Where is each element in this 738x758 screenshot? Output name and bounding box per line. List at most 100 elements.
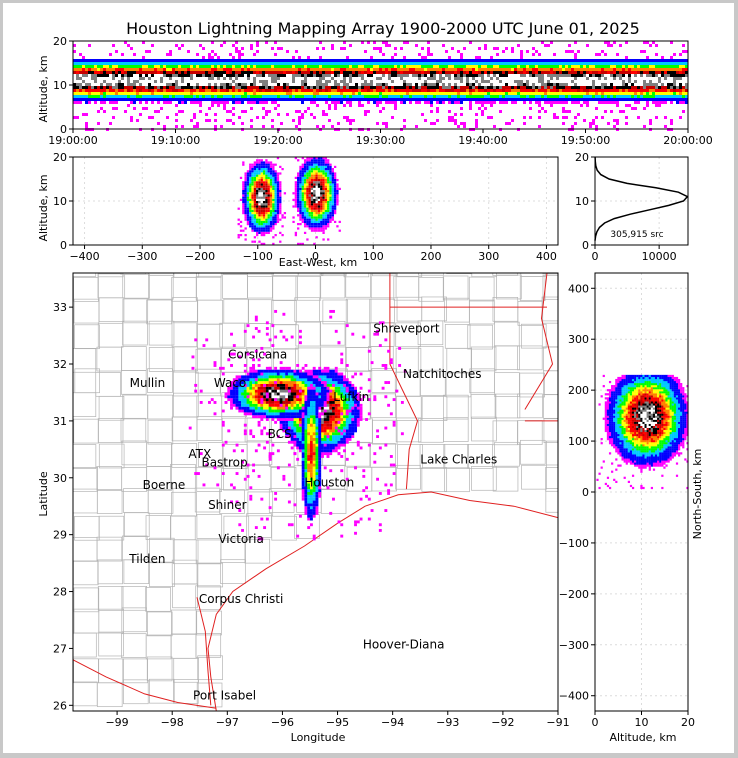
time-height-cell <box>187 62 190 65</box>
ew-cell <box>306 216 309 219</box>
time-height-cell <box>472 74 475 77</box>
time-height-cell <box>232 98 235 101</box>
time-height-cell <box>487 86 490 89</box>
ew-cell <box>267 225 270 228</box>
time-height-cell <box>163 125 166 128</box>
ew-cell <box>331 192 334 195</box>
time-height-cell <box>223 71 226 74</box>
ew-cell <box>249 220 252 223</box>
county-cell <box>421 296 447 322</box>
ew-cell <box>303 179 307 182</box>
ew-cell <box>301 216 304 219</box>
time-height-cell <box>139 65 142 68</box>
time-height-cell <box>427 80 430 83</box>
time-height-cell <box>238 74 241 77</box>
time-height-cell <box>241 92 244 95</box>
time-height-cell <box>253 62 256 65</box>
county-cell <box>122 535 148 561</box>
ew-cell <box>322 223 325 226</box>
ew-cell <box>310 207 314 210</box>
time-height-cell <box>175 44 178 47</box>
ew-cell <box>303 163 307 166</box>
time-height-cell <box>229 86 232 89</box>
time-height-cell <box>397 80 400 83</box>
time-height-cell <box>142 92 145 95</box>
time-height-cell <box>337 77 340 80</box>
time-height-cell <box>283 59 286 62</box>
time-height-cell <box>103 89 106 92</box>
time-height-cell <box>220 89 223 92</box>
time-height-cell <box>100 80 103 83</box>
time-height-cell <box>259 80 262 83</box>
time-height-cell <box>217 65 220 68</box>
ew-cell <box>272 187 275 190</box>
time-height-cell <box>316 89 319 92</box>
county-cell <box>370 273 397 299</box>
time-height-cell <box>136 68 139 71</box>
time-height-cell <box>607 77 610 80</box>
ew-cell <box>306 196 309 199</box>
time-height-cell <box>292 65 295 68</box>
ew-cell <box>327 183 330 186</box>
time-height-cell <box>241 86 244 89</box>
county-cell <box>297 273 324 276</box>
time-height-cell <box>481 98 484 101</box>
time-height-cell <box>145 98 148 101</box>
time-height-cell <box>592 119 595 122</box>
ew-cell <box>308 165 311 168</box>
ew-cell <box>281 216 284 219</box>
ew-cell <box>251 216 254 219</box>
time-height-cell <box>277 80 280 83</box>
time-height-cell <box>451 86 454 89</box>
ew-cell <box>308 218 311 221</box>
time-height-cell <box>268 59 271 62</box>
ew-cell <box>310 157 314 160</box>
time-height-cell <box>382 122 385 125</box>
time-height-cell <box>106 86 109 89</box>
ew-cell <box>262 231 266 234</box>
time-height-cell <box>646 77 649 80</box>
time-height-cell <box>658 71 661 74</box>
time-height-cell <box>628 65 631 68</box>
time-height-cell <box>193 71 196 74</box>
time-height-cell <box>679 74 682 77</box>
time-height-cell <box>676 68 679 71</box>
time-height-cell <box>199 101 202 104</box>
time-height-cell <box>370 83 373 86</box>
ew-cell <box>265 187 268 190</box>
ew-cell <box>272 176 275 179</box>
time-height-cell <box>670 86 673 89</box>
time-height-cell <box>448 77 451 80</box>
ew-cell <box>265 161 268 164</box>
time-height-cell <box>628 62 631 65</box>
time-height-cell <box>298 65 301 68</box>
ew-cell <box>327 216 330 219</box>
time-height-cell <box>553 89 556 92</box>
ew-cell <box>336 190 339 193</box>
time-height-cell <box>481 89 484 92</box>
time-height-cell <box>145 59 148 62</box>
time-height-cell <box>550 68 553 71</box>
time-height-cell <box>448 62 451 65</box>
time-height-cell <box>121 62 124 65</box>
time-height-cell <box>415 44 418 47</box>
time-height-cell <box>289 68 292 71</box>
time-height-cell <box>574 83 577 86</box>
time-height-cell <box>403 59 406 62</box>
time-height-cell <box>436 74 439 77</box>
ew-cell <box>297 194 300 197</box>
ew-cell <box>306 209 309 212</box>
time-height-cell <box>553 95 556 98</box>
time-height-cell <box>592 71 595 74</box>
ew-cell <box>336 192 339 195</box>
ew-cell <box>256 229 259 232</box>
time-height-cell <box>472 71 475 74</box>
time-height-cell <box>595 53 598 56</box>
ew-cell <box>294 234 298 237</box>
time-height-cell <box>466 65 469 68</box>
ew-cell <box>292 220 295 223</box>
time-height-cell <box>613 95 616 98</box>
time-height-cell <box>322 113 325 116</box>
county-cell <box>121 440 148 466</box>
time-height-cell <box>331 86 334 89</box>
